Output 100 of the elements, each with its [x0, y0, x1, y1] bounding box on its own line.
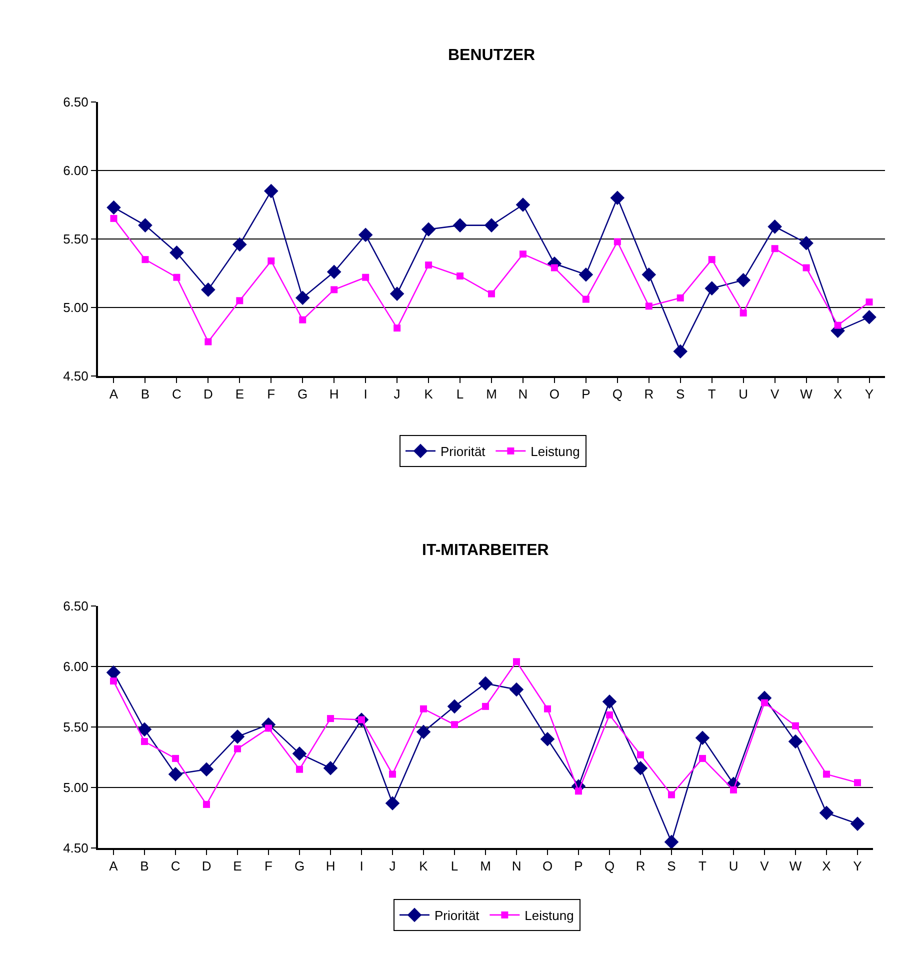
x-tick-label: W [800, 386, 814, 402]
point [138, 218, 152, 232]
point [488, 290, 495, 298]
point [106, 665, 121, 680]
point [704, 281, 720, 296]
point [358, 228, 373, 242]
x-tick-label: D [202, 858, 212, 874]
x-tick-label: J [394, 386, 400, 402]
point [540, 732, 555, 746]
point [236, 297, 244, 304]
x-tick-label: N [518, 386, 528, 402]
point [819, 806, 834, 820]
point [761, 699, 768, 706]
point [516, 198, 530, 212]
legend-label: Priorität [440, 444, 486, 460]
x-tick-label: M [480, 858, 491, 874]
point [232, 237, 247, 252]
x-tick-label: C [170, 858, 180, 874]
point [614, 238, 621, 246]
point [799, 236, 814, 250]
point [664, 834, 679, 848]
point [550, 264, 558, 272]
point [425, 262, 432, 269]
point [137, 722, 152, 737]
point [582, 296, 590, 303]
point [204, 338, 212, 346]
x-tick-label: Y [853, 858, 862, 874]
x-tick-label: R [644, 386, 654, 402]
point [610, 190, 625, 206]
point [106, 200, 121, 215]
x-tick-label: D [203, 386, 213, 402]
x-tick-label: T [698, 858, 707, 874]
x-tick-label: E [235, 386, 244, 402]
x-tick-label: R [636, 858, 646, 874]
x-tick-label: X [822, 858, 832, 874]
chart-title: IT-MITARBEITER [422, 542, 550, 559]
point [673, 344, 688, 358]
x-tick-label: W [789, 858, 802, 874]
point [385, 796, 400, 810]
point [421, 222, 436, 237]
point [642, 267, 656, 282]
x-tick-label: K [419, 858, 428, 874]
chart-title: BENUTZER [448, 47, 536, 64]
point [637, 751, 644, 758]
x-tick-label: G [298, 386, 308, 402]
x-tick-label: Y [864, 386, 874, 402]
x-tick-label: F [264, 858, 273, 874]
point [695, 730, 710, 746]
x-tick-label: U [728, 858, 738, 874]
point [513, 658, 520, 666]
point [170, 246, 184, 260]
point [699, 754, 706, 762]
point [420, 705, 427, 712]
point [802, 264, 810, 272]
point [323, 760, 338, 776]
x-tick-label: V [760, 858, 770, 874]
point [295, 290, 310, 306]
legend-label: Leistung [530, 444, 580, 460]
x-tick-label: S [667, 858, 676, 874]
y-tick-label: 5.00 [63, 300, 88, 316]
point [854, 779, 861, 786]
point [668, 791, 675, 798]
x-tick-label: P [582, 386, 590, 402]
point [362, 274, 370, 281]
x-tick-label: N [512, 858, 522, 874]
x-tick-label: O [542, 858, 553, 874]
x-tick-label: I [360, 858, 364, 874]
point [645, 302, 652, 310]
point [234, 745, 241, 752]
point [484, 218, 499, 232]
legend-label: Priorität [434, 908, 480, 924]
point [478, 676, 493, 691]
point [268, 257, 275, 264]
point [823, 770, 830, 778]
y-tick-label: 4.50 [63, 368, 88, 384]
point [327, 715, 334, 722]
x-tick-label: H [326, 858, 336, 874]
point [730, 786, 737, 794]
x-tick-label: A [109, 386, 118, 402]
point [389, 770, 396, 778]
y-tick-label: 6.50 [63, 598, 88, 614]
x-tick-label: P [574, 858, 583, 874]
x-tick-label: U [738, 386, 748, 402]
point [296, 766, 303, 773]
legend-label: Leistung [524, 908, 574, 924]
x-tick-label: G [294, 858, 305, 874]
point [633, 760, 648, 776]
point [788, 734, 803, 749]
point [230, 730, 245, 744]
point [110, 214, 118, 222]
x-tick-label: B [140, 858, 149, 874]
point [862, 310, 876, 324]
point [850, 816, 865, 831]
point [452, 218, 468, 232]
x-tick-label: V [770, 386, 780, 402]
point [544, 705, 551, 712]
point [447, 699, 462, 714]
point [199, 762, 214, 776]
point [110, 678, 117, 685]
point [866, 298, 873, 306]
